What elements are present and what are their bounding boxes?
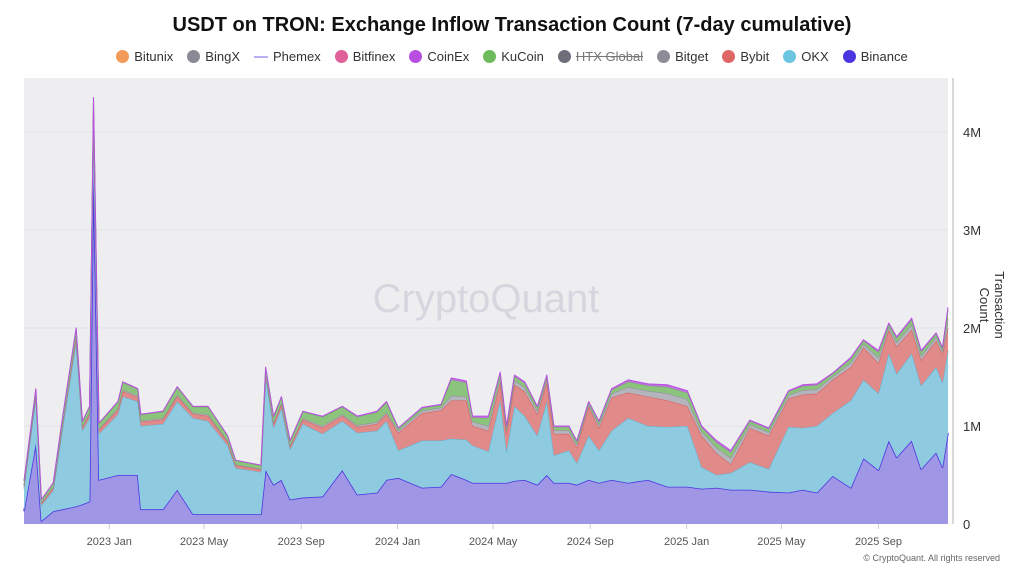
legend-label: OKX bbox=[801, 49, 829, 64]
legend-label: Bybit bbox=[740, 49, 770, 64]
y-tick-label: 4M bbox=[963, 125, 981, 140]
x-tick-label: 2025 Jan bbox=[664, 536, 709, 548]
legend-item-coinex[interactable]: CoinEx bbox=[409, 49, 469, 64]
legend-item-bitunix[interactable]: Bitunix bbox=[116, 49, 173, 64]
legend-label: KuCoin bbox=[501, 49, 544, 64]
line-coinex bbox=[23, 97, 949, 500]
y-tick-label: 2M bbox=[963, 321, 981, 336]
legend-marker bbox=[187, 50, 201, 63]
y-tick-label: 0 bbox=[963, 517, 970, 532]
legend-marker bbox=[116, 50, 130, 63]
area-binance bbox=[24, 171, 948, 524]
legend-item-bitfinex[interactable]: Bitfinex bbox=[334, 49, 396, 64]
legend-marker bbox=[722, 50, 736, 63]
x-tick-label: 2024 May bbox=[469, 536, 518, 548]
legend-item-binance[interactable]: Binance bbox=[842, 49, 908, 64]
x-tick-label: 2023 Sep bbox=[278, 536, 325, 548]
legend-item-htx-global[interactable]: HTX Global bbox=[557, 49, 644, 64]
legend-item-kucoin[interactable]: KuCoin bbox=[483, 49, 544, 64]
legend-label: CoinEx bbox=[427, 49, 470, 64]
legend-marker bbox=[254, 55, 268, 58]
legend-marker bbox=[842, 50, 856, 63]
x-tick-label: 2024 Sep bbox=[567, 536, 614, 548]
legend: Bitunix BingX Phemex Bitfinex CoinEx KuCoin HT… bbox=[0, 49, 1024, 64]
legend-marker bbox=[409, 50, 423, 63]
legend-label: Bitunix bbox=[134, 49, 174, 64]
legend-item-bitget[interactable]: Bitget bbox=[657, 49, 708, 64]
y-axis-label: Transaction Count bbox=[977, 271, 1007, 339]
x-tick-label: 2024 Jan bbox=[375, 536, 420, 548]
copyright: © CryptoQuant. All rights reserved bbox=[863, 553, 1000, 563]
legend-item-okx[interactable]: OKX bbox=[783, 49, 829, 64]
legend-marker bbox=[657, 50, 671, 63]
watermark: CryptoQuant bbox=[373, 277, 600, 321]
area-kucoin bbox=[24, 98, 948, 503]
legend-label: Binance bbox=[860, 49, 908, 64]
legend-label: HTX Global bbox=[575, 49, 644, 64]
legend-marker bbox=[334, 50, 348, 63]
legend-item-bingx[interactable]: BingX bbox=[187, 49, 240, 64]
legend-marker bbox=[557, 50, 571, 63]
legend-label: BingX bbox=[205, 49, 240, 64]
x-tick-label: 2025 May bbox=[757, 536, 806, 548]
legend-item-bybit[interactable]: Bybit bbox=[722, 49, 769, 64]
y-tick-label: 3M bbox=[963, 223, 981, 238]
legend-item-phemex[interactable]: Phemex bbox=[254, 49, 321, 64]
y-tick-label: 1M bbox=[963, 419, 981, 434]
chart-title: USDT on TRON: Exchange Inflow Transactio… bbox=[172, 14, 852, 36]
legend-label: Bitget bbox=[675, 49, 709, 64]
x-tick-label: 2023 Jan bbox=[87, 536, 132, 548]
legend-label: Bitfinex bbox=[352, 49, 396, 64]
x-tick-label: 2025 Sep bbox=[855, 536, 902, 548]
legend-label: Phemex bbox=[273, 49, 321, 64]
x-tick-label: 2023 May bbox=[180, 536, 229, 548]
legend-marker bbox=[483, 50, 497, 63]
legend-marker bbox=[783, 50, 797, 63]
